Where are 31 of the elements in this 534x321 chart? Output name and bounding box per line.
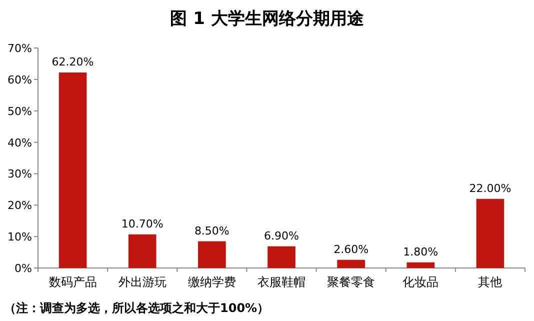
x-tick-label: 外出游玩 (118, 275, 166, 289)
y-tick-label: 60% (8, 73, 32, 86)
x-tick-label: 缴纳学费 (188, 275, 236, 289)
data-label: 6.90% (264, 229, 299, 242)
y-tick-label: 10% (8, 230, 32, 244)
data-label: 62.20% (52, 56, 94, 69)
y-tick-label: 70% (8, 42, 32, 55)
data-label: 10.70% (121, 217, 164, 230)
x-tick-label: 数码产品 (48, 275, 97, 289)
y-tick-label: 30% (8, 168, 32, 181)
text: （注：调查为多选，所以各选项之和大于100%） (4, 301, 270, 315)
y-tick-label: 40% (8, 136, 32, 150)
bar (58, 72, 87, 268)
bar (337, 260, 365, 268)
bar (198, 241, 226, 268)
bar (406, 262, 435, 268)
x-tick-label: 其他 (478, 275, 502, 289)
bar (268, 246, 296, 268)
data-label: 1.80% (403, 245, 438, 258)
x-tick-label: 化妆品 (402, 275, 439, 289)
bar (476, 198, 504, 268)
data-label: 2.60% (334, 242, 369, 256)
chart-title: 图 1 大学生网络分期用途 (170, 9, 364, 29)
y-tick-label: 20% (8, 199, 32, 212)
data-label: 8.50% (194, 224, 230, 238)
y-tick-label: 0% (14, 262, 32, 275)
x-tick-label: 聚餐零食 (327, 275, 376, 289)
bar (128, 234, 156, 268)
x-tick-label: 衣服鞋帽 (258, 275, 306, 289)
data-label: 22.00% (469, 182, 512, 195)
y-tick-label: 50% (8, 104, 32, 118)
